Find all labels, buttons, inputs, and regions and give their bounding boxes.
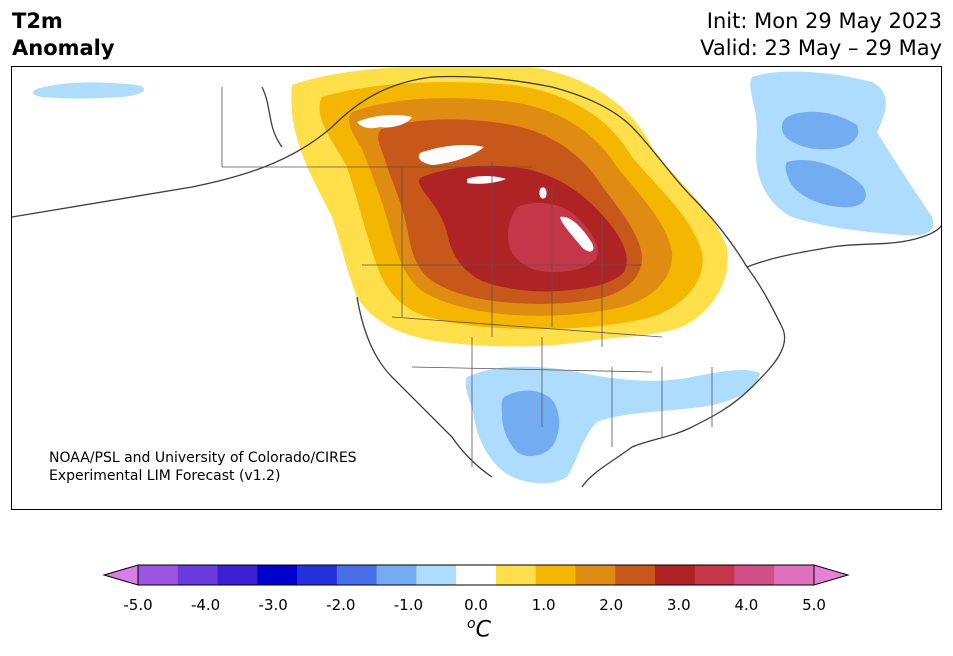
lake-5	[539, 187, 547, 199]
cool-ne-1-5c-area	[781, 111, 859, 150]
colorbar-segment	[575, 565, 616, 585]
colorbar-segment	[734, 565, 775, 585]
init-date: Init: Mon 29 May 2023	[706, 9, 942, 33]
cool-ne-1c-area	[750, 71, 934, 236]
coastlines	[12, 75, 941, 488]
forecast-dates: Init: Mon 29 May 2023 Valid: 23 May – 29…	[700, 8, 942, 62]
credit-line-1: NOAA/PSL and University of Colorado/CIRE…	[49, 450, 357, 466]
colorbar-tick-label: 3.0	[666, 596, 691, 614]
colorbar-segment	[376, 565, 417, 585]
colorbar-tick-label: 4.0	[734, 596, 759, 614]
state-boundaries	[221, 87, 713, 467]
colorbar-segment	[336, 565, 378, 585]
unit-letter: C	[475, 617, 491, 643]
anomaly-map-svg	[12, 67, 941, 488]
warm-3-5c-area	[507, 202, 598, 272]
colorbar-segment	[297, 565, 338, 585]
lake-3	[467, 176, 506, 184]
title-line-2: Anomaly	[12, 36, 115, 60]
colorbar-tick-label: -1.0	[393, 596, 424, 614]
cool-sw-1-5c-area	[501, 390, 560, 457]
colorbar-unit: oC	[467, 616, 491, 642]
colorbar-tick-label: -2.0	[326, 596, 356, 614]
cool-ne-1-5c-area-2	[785, 159, 866, 208]
lake-1	[357, 114, 412, 129]
lake-4	[560, 216, 594, 252]
colorbar-tick-label: 5.0	[802, 596, 826, 614]
colorbar-tick-label: 0.0	[464, 596, 488, 614]
colorbar-segment	[217, 565, 258, 585]
colorbar-segment	[138, 565, 179, 585]
colorbar-segment	[177, 565, 219, 585]
colorbar-ticks: -5.0 -4.0 -3.0 -2.0 -1.0 0.0 1.0 2.0 3.0 4.0 5.0	[0, 596, 953, 618]
colorbar-outline	[137, 564, 815, 586]
cool-nw-1c-area	[32, 82, 145, 99]
colorbar-tick-label: -5.0	[123, 596, 153, 614]
credit-text: NOAA/PSL and University of Colorado/CIRE…	[49, 449, 357, 485]
map-title: T2m Anomaly	[12, 8, 115, 62]
colorbar-segment	[654, 565, 696, 585]
colorbar-segment	[456, 565, 497, 585]
colorbar-extend-high	[813, 564, 850, 586]
colorbar-tick-label: 2.0	[599, 596, 624, 614]
colorbar-extend-low	[102, 564, 139, 586]
title-line-1: T2m	[12, 9, 63, 33]
colorbar-segment	[535, 565, 576, 585]
colorbar-tick-label: 1.0	[531, 596, 556, 614]
colorbar-segment	[694, 565, 735, 585]
colorbar-segment	[416, 565, 457, 585]
colorbar	[102, 564, 850, 586]
credit-line-2: Experimental LIM Forecast (v1.2)	[49, 468, 281, 484]
colorbar-segment	[774, 565, 815, 585]
lake-2	[418, 145, 484, 165]
colorbar-tick-label: -4.0	[190, 596, 221, 614]
colorbar-tick-label: -3.0	[258, 596, 288, 614]
colorbar-segment	[615, 565, 656, 585]
colorbar-segment	[495, 565, 537, 585]
colorbar-segment	[257, 565, 298, 585]
valid-date: Valid: 23 May – 29 May	[700, 36, 942, 60]
unit-degree-symbol: o	[467, 616, 476, 632]
anomaly-map	[11, 66, 942, 510]
